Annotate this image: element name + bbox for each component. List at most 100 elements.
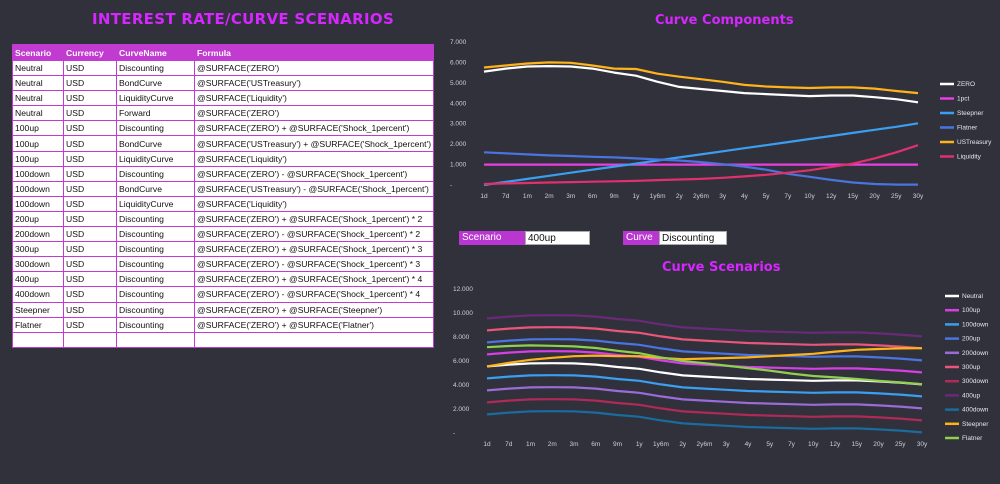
legend-label-zero: ZERO (957, 81, 975, 88)
y-tick-label: 4.000 (450, 100, 467, 107)
x-tick-label: 5y (763, 193, 771, 200)
legend-label-neutral: Neutral (962, 293, 984, 300)
x-tick-label: 6m (591, 441, 600, 448)
table-body: Neutral USD Discounting @SURFACE('ZERO') Neu… (12, 59, 435, 348)
series-line-300down (486, 398, 923, 422)
x-tick-label: 4y (745, 441, 753, 448)
x-tick-label: 9m (613, 441, 622, 448)
curve-selector-label: Curve (623, 231, 659, 245)
legend-label-400up: 400up (962, 392, 980, 399)
x-tick-label: 1y6m (650, 193, 666, 200)
curve-components-title: Curve Components (655, 13, 794, 28)
x-tick-label: 1y6m (653, 441, 669, 448)
column-header-curvename: CurveName (116, 44, 195, 61)
x-tick-label: 2y6m (693, 193, 709, 200)
y-tick-label: 6.000 (450, 59, 467, 66)
y-tick-label: 10.000 (453, 310, 473, 317)
scenario-table: Scenario Currency CurveName Formula Neut… (12, 44, 435, 348)
x-tick-label: 2y (679, 441, 687, 448)
x-tick-label: 1m (523, 193, 532, 200)
series-line-400down (486, 410, 923, 434)
x-tick-label: 1m (526, 441, 535, 448)
x-tick-label: 30y (913, 193, 924, 200)
table-row: 400up USD Discounting @SURFACE('ZERO') + @S… (12, 271, 435, 288)
x-tick-label: 10y (804, 193, 815, 200)
x-tick-label: 2m (548, 441, 557, 448)
legend-label-400down: 400down (962, 407, 989, 414)
legend-label-300up: 300up (962, 364, 980, 371)
x-tick-label: 7y (784, 193, 792, 200)
series-line-flatner (483, 151, 918, 186)
table-row: Neutral USD LiquidityCurve @SURFACE('Liquid… (12, 90, 435, 107)
x-tick-label: 1y (636, 441, 644, 448)
column-header-formula: Formula (193, 44, 435, 61)
x-tick-label: 2y (676, 193, 684, 200)
y-tick-label: 4.000 (453, 382, 470, 389)
scenario-selector-value[interactable]: 400up (525, 231, 590, 245)
y-tick-label: 6.000 (453, 358, 470, 365)
table-header-row: Scenario Currency CurveName Formula (12, 44, 435, 61)
column-header-scenario: Scenario (12, 44, 64, 61)
legend-label-ustreasury: USTreasury (957, 139, 992, 146)
cell-formula[interactable] (193, 331, 435, 348)
y-tick-label: 5.000 (450, 80, 467, 87)
legend-label-100down: 100down (962, 321, 989, 328)
table-row: 100up USD LiquidityCurve @SURFACE('Liquidit… (12, 150, 435, 167)
x-tick-label: 12y (830, 441, 841, 448)
x-tick-label: 20y (869, 193, 880, 200)
table-row: 200up USD Discounting @SURFACE('ZERO') + @S… (12, 210, 435, 228)
x-tick-label: 7d (505, 441, 513, 448)
table-row: Neutral USD Discounting @SURFACE('ZERO') (12, 59, 435, 77)
x-tick-label: 7y (788, 441, 796, 448)
table-row: 100down USD LiquidityCurve @SURFACE('Liquid… (12, 195, 435, 212)
series-line-400up (486, 314, 923, 338)
legend-label-flatner: Flatner (957, 125, 978, 132)
x-tick-label: 15y (852, 441, 863, 448)
series-line-100up (486, 350, 923, 374)
table-row: 300down USD Discounting @SURFACE('ZERO') - … (12, 256, 435, 273)
y-tick-label: 12.000 (453, 286, 473, 293)
series-line-steepner (486, 347, 923, 368)
x-tick-label: 1d (483, 441, 491, 448)
legend-label-200down: 200down (962, 350, 989, 357)
y-tick-label: - (453, 430, 455, 437)
series-line-200down (486, 386, 923, 410)
table-row: Flatner USD Discounting @SURFACE('ZERO') + … (12, 316, 435, 333)
y-tick-label: 3.000 (450, 121, 467, 128)
x-tick-label: 10y (808, 441, 819, 448)
x-tick-label: 2y6m (697, 441, 713, 448)
x-tick-label: 3y (723, 441, 731, 448)
x-tick-label: 5y (766, 441, 774, 448)
curve-scenarios-title: Curve Scenarios (662, 260, 781, 275)
x-tick-label: 20y (873, 441, 884, 448)
x-tick-label: 30y (917, 441, 928, 448)
y-tick-label: - (450, 182, 452, 189)
series-line-steepner (483, 122, 919, 187)
x-tick-label: 4y (741, 193, 749, 200)
x-tick-label: 1y (632, 193, 640, 200)
legend-label-100up: 100up (962, 307, 980, 314)
y-tick-label: 8.000 (453, 334, 470, 341)
x-tick-label: 9m (610, 193, 619, 200)
series-line-flatner (486, 344, 923, 386)
legend-label-200up: 200up (962, 336, 980, 343)
series-line-liquidity (483, 144, 919, 186)
table-row: 100up USD BondCurve @SURFACE('USTreasury') … (12, 135, 435, 152)
x-tick-label: 3m (566, 193, 575, 200)
table-row: 300up USD Discounting @SURFACE('ZERO') + @S… (12, 241, 435, 258)
legend-label-steepner: Steepner (962, 421, 989, 428)
legend-label-steepner: Steepner (957, 110, 984, 117)
x-tick-label: 25y (895, 441, 906, 448)
x-tick-label: 7d (502, 193, 510, 200)
curve-selector-value[interactable]: Discounting (659, 231, 727, 245)
table-row: Neutral USD Forward @SURFACE('ZERO') (12, 105, 435, 122)
y-tick-label: 1.000 (450, 162, 467, 169)
legend-label-liquidity: Liquidity (957, 154, 982, 161)
series-line-100down (486, 374, 923, 398)
scenario-selector-label: Scenario (459, 231, 525, 245)
x-tick-label: 2m (545, 193, 554, 200)
page-title: INTEREST RATE/CURVE SCENARIOS (92, 10, 395, 28)
legend-label-1pct: 1pct (957, 96, 969, 103)
